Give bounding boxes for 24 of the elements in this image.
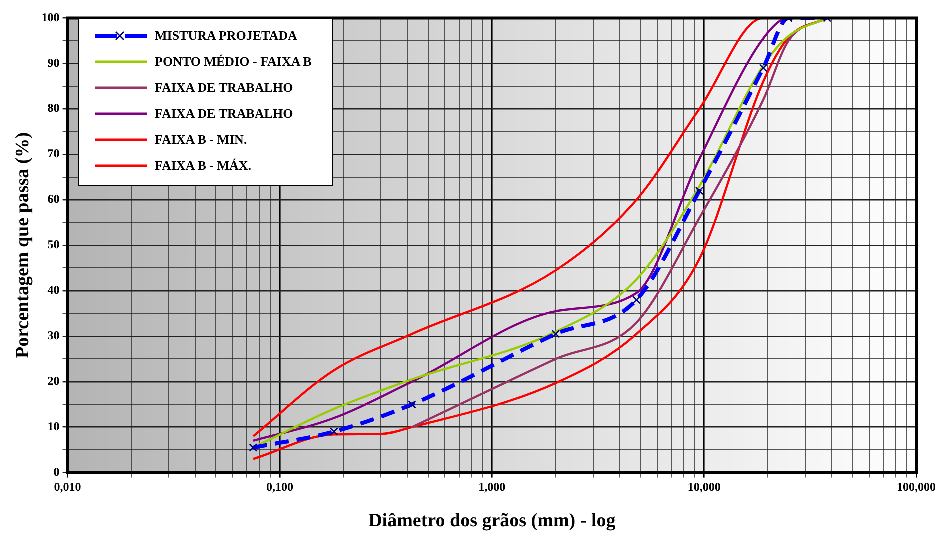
- legend-label: FAIXA B - MÁX.: [155, 158, 252, 174]
- x-tick-label: 10,000: [688, 480, 721, 494]
- y-tick-label: 100: [42, 10, 60, 24]
- y-tick-label: 40: [48, 283, 60, 298]
- x-tick-label: 0,100: [266, 480, 294, 494]
- y-tick-label: 60: [48, 192, 60, 206]
- legend-label: MISTURA PROJETADA: [155, 28, 298, 44]
- x-tick-label: 1,000: [478, 480, 506, 494]
- y-tick-label: 0: [54, 464, 60, 479]
- y-tick-label: 30: [48, 328, 60, 343]
- x-axis-title: Diâmetro dos grãos (mm) - log: [368, 510, 616, 532]
- y-tick-label: 80: [48, 101, 60, 116]
- legend-label: FAIXA DE TRABALHO: [155, 80, 294, 96]
- legend-label: FAIXA B - MIN.: [155, 132, 248, 148]
- x-tick-label: 100,000: [897, 480, 936, 494]
- legend-label: FAIXA DE TRABALHO: [155, 106, 294, 122]
- x-tick-label: 0,010: [54, 480, 82, 494]
- y-tick-label: 20: [48, 374, 60, 388]
- y-axis-title: Porcentagem que passa (%): [12, 132, 34, 359]
- y-tick-label: 50: [48, 238, 60, 252]
- y-tick-label: 70: [48, 146, 60, 161]
- y-tick-label: 10: [48, 419, 60, 434]
- legend-label: PONTO MÉDIO - FAIXA B: [155, 54, 312, 70]
- y-tick-label: 90: [48, 56, 60, 70]
